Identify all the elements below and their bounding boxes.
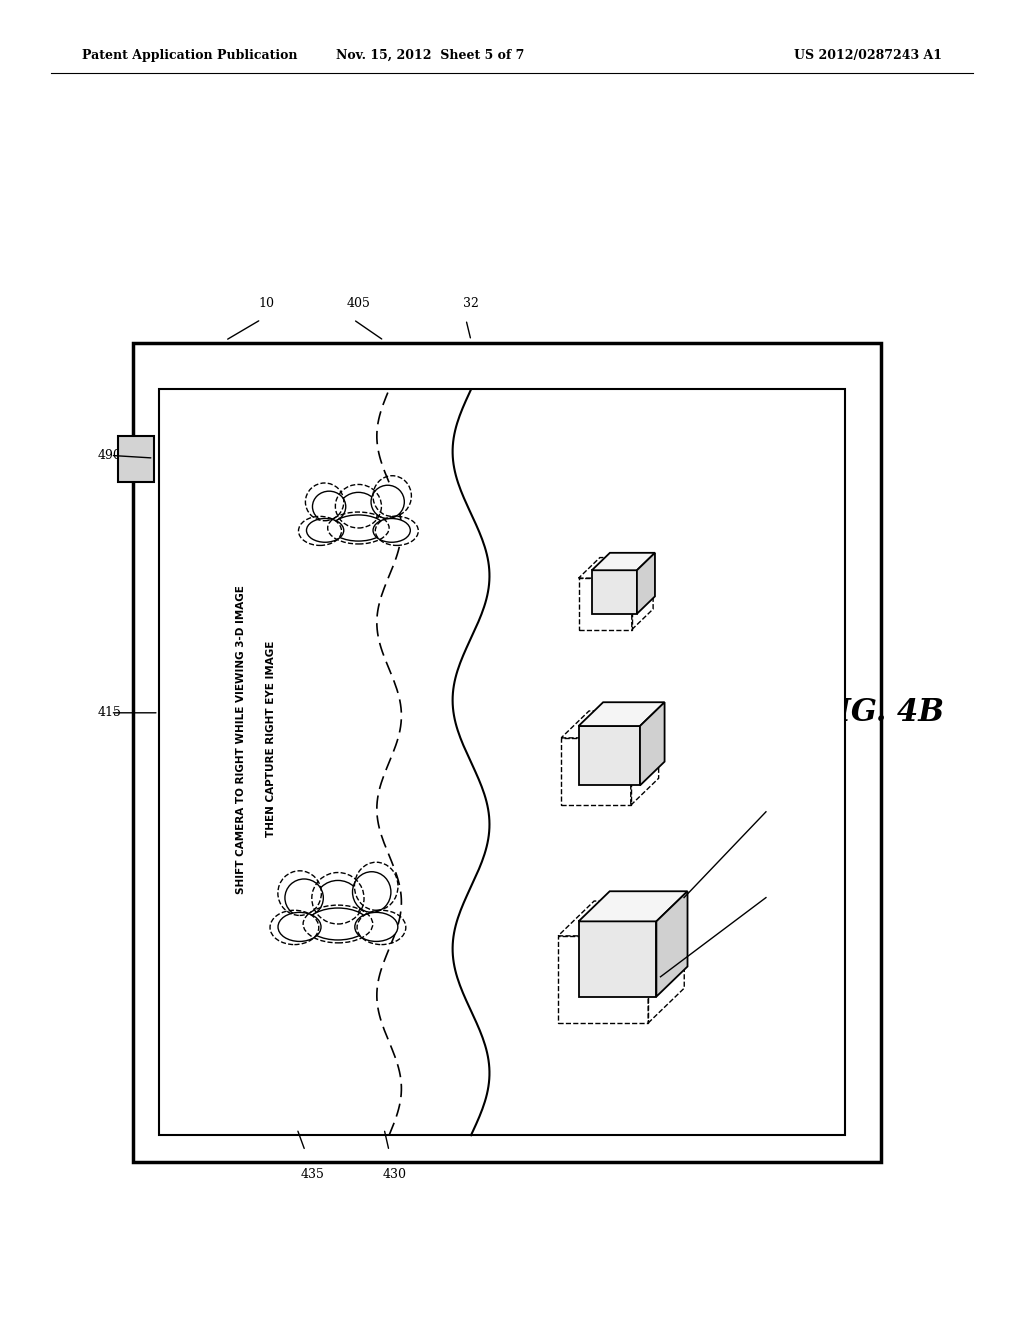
Ellipse shape	[315, 880, 361, 924]
Polygon shape	[579, 702, 665, 726]
Text: 32: 32	[463, 297, 479, 310]
Bar	[133, 343, 881, 1162]
Text: 430: 430	[382, 1168, 407, 1181]
Polygon shape	[640, 702, 665, 785]
Text: 435: 435	[300, 1168, 325, 1181]
Text: US 2012/0287243 A1: US 2012/0287243 A1	[794, 49, 942, 62]
Ellipse shape	[312, 491, 346, 521]
Text: 405: 405	[346, 297, 371, 310]
Ellipse shape	[285, 879, 324, 916]
Text: 490: 490	[97, 449, 121, 462]
Ellipse shape	[371, 486, 404, 519]
Ellipse shape	[373, 519, 411, 543]
Ellipse shape	[279, 912, 322, 941]
Text: 10: 10	[258, 297, 274, 310]
Bar	[159, 389, 845, 1135]
Polygon shape	[579, 726, 640, 785]
Text: Nov. 15, 2012  Sheet 5 of 7: Nov. 15, 2012 Sheet 5 of 7	[336, 49, 524, 62]
Polygon shape	[592, 570, 637, 614]
Ellipse shape	[352, 871, 391, 912]
Text: SHIFT CAMERA TO RIGHT WHILE VIEWING 3-D IMAGE: SHIFT CAMERA TO RIGHT WHILE VIEWING 3-D …	[236, 585, 246, 894]
Ellipse shape	[354, 912, 397, 941]
Text: 420: 420	[768, 805, 792, 818]
Bar	[118, 436, 154, 482]
Polygon shape	[579, 921, 656, 997]
Text: FIG. 4B: FIG. 4B	[816, 697, 945, 729]
Ellipse shape	[307, 908, 369, 940]
Ellipse shape	[332, 515, 385, 541]
Text: THEN CAPTURE RIGHT EYE IMAGE: THEN CAPTURE RIGHT EYE IMAGE	[266, 642, 276, 837]
Polygon shape	[656, 891, 687, 997]
Ellipse shape	[306, 519, 344, 543]
Polygon shape	[592, 553, 655, 570]
Polygon shape	[579, 891, 687, 921]
Polygon shape	[637, 553, 655, 614]
Text: 425: 425	[768, 891, 792, 904]
Ellipse shape	[338, 492, 379, 528]
Text: 415: 415	[97, 706, 121, 719]
Text: Patent Application Publication: Patent Application Publication	[82, 49, 297, 62]
